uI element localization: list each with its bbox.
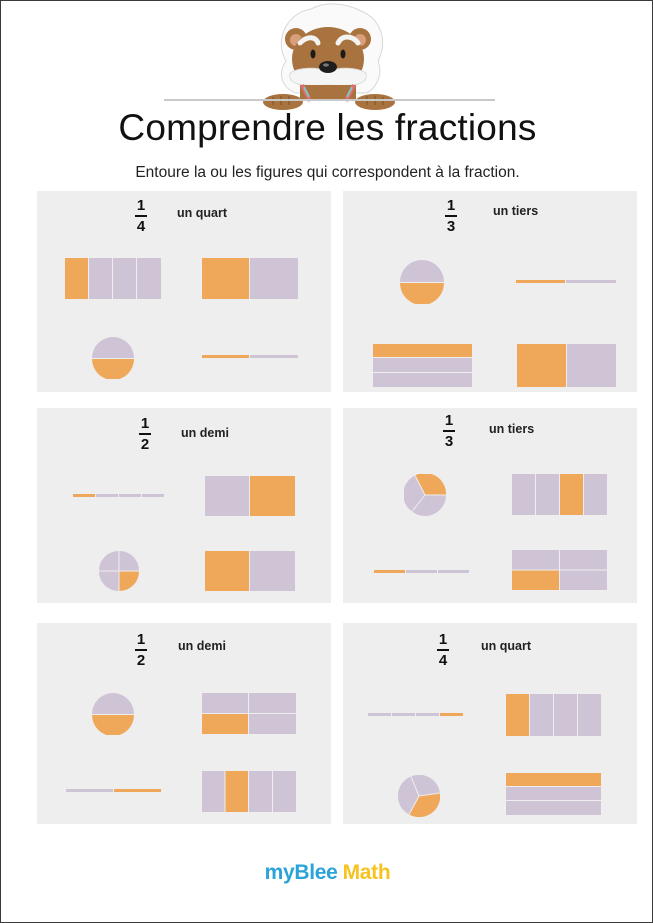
- figure-circle-halves[interactable]: [92, 693, 134, 735]
- fraction: 1 3: [443, 198, 459, 234]
- fraction-numerator: 1: [446, 197, 456, 214]
- figure-rect-columns-4[interactable]: [202, 771, 296, 812]
- fraction-denominator: 2: [140, 435, 150, 453]
- bear-mascot-icon: [263, 3, 395, 110]
- fraction: 1 2: [137, 416, 153, 452]
- figure-circle-quarters[interactable]: [99, 551, 139, 591]
- figure-segment-4[interactable]: [368, 713, 463, 717]
- instruction-text: Entoure la ou les figures qui correspond…: [135, 164, 520, 181]
- figure-circle-thirds[interactable]: [404, 474, 446, 516]
- figure-rect-columns-4[interactable]: [65, 258, 161, 299]
- fraction-word: un demi: [178, 639, 226, 653]
- fraction: 1 4: [133, 198, 149, 234]
- fraction-numerator: 1: [136, 197, 146, 214]
- header-divider: [164, 99, 495, 101]
- page-title: Comprendre les fractions: [118, 107, 537, 148]
- figure-rect-rows-3[interactable]: [373, 344, 472, 387]
- fraction-denominator: 4: [438, 651, 448, 669]
- brand-logo-part2: Math: [342, 861, 391, 884]
- brand-logo: myBlee Math: [1, 861, 653, 885]
- figure-rect-columns-2[interactable]: [205, 551, 295, 591]
- fraction-word: un tiers: [493, 204, 539, 218]
- fraction-bar: [135, 215, 147, 217]
- fraction-numerator: 1: [438, 631, 448, 648]
- fraction: 1 4: [435, 632, 451, 668]
- exercise-panel-2: 1 3 un tiers: [343, 191, 637, 392]
- fraction-bar: [445, 215, 457, 217]
- figure-rect-columns-2[interactable]: [202, 258, 298, 299]
- figure-segment-2[interactable]: [516, 280, 616, 284]
- exercise-panel-3: 1 2 un demi: [37, 408, 331, 603]
- exercise-panel-5: 1 2 un demi: [37, 623, 331, 824]
- fraction: 1 2: [133, 632, 149, 668]
- fraction-word: un demi: [181, 426, 229, 440]
- fraction-bar: [443, 430, 455, 432]
- figure-segment-3[interactable]: [374, 570, 469, 574]
- fraction-numerator: 1: [444, 412, 454, 429]
- fraction-bar: [139, 433, 151, 435]
- fraction-word: un quart: [177, 206, 227, 220]
- figure-rect-rows-3[interactable]: [506, 773, 601, 815]
- fraction-denominator: 3: [446, 217, 456, 235]
- fraction-numerator: 1: [136, 631, 146, 648]
- figure-rect-grid-4[interactable]: [202, 693, 296, 734]
- figure-segment-4[interactable]: [73, 494, 164, 498]
- fraction-bar: [135, 649, 147, 651]
- fraction-denominator: 4: [136, 217, 146, 235]
- exercise-panel-4: 1 3 un tiers: [343, 408, 637, 603]
- fraction-denominator: 2: [136, 651, 146, 669]
- fraction-bar: [437, 649, 449, 651]
- figure-rect-columns-4[interactable]: [512, 474, 607, 515]
- figure-circle-thirds[interactable]: [398, 775, 440, 817]
- fraction: 1 3: [441, 413, 457, 449]
- figure-rect-grid-4[interactable]: [512, 550, 607, 590]
- figure-rect-columns-2[interactable]: [517, 344, 616, 387]
- exercise-panel-6: 1 4 un quart: [343, 623, 637, 824]
- fraction-numerator: 1: [140, 415, 150, 432]
- figure-circle-halves[interactable]: [92, 337, 134, 379]
- exercise-panel-1: 1 4 un quart: [37, 191, 331, 392]
- figure-segment-2[interactable]: [202, 355, 298, 359]
- figure-rect-columns-4[interactable]: [506, 694, 601, 736]
- fraction-word: un quart: [481, 639, 531, 653]
- figure-rect-columns-2[interactable]: [205, 476, 295, 516]
- figure-segment-2[interactable]: [66, 789, 161, 793]
- figure-circle-halves[interactable]: [400, 260, 444, 304]
- fraction-denominator: 3: [444, 432, 454, 450]
- brand-logo-part1: myBlee: [264, 861, 338, 884]
- fraction-word: un tiers: [489, 422, 535, 436]
